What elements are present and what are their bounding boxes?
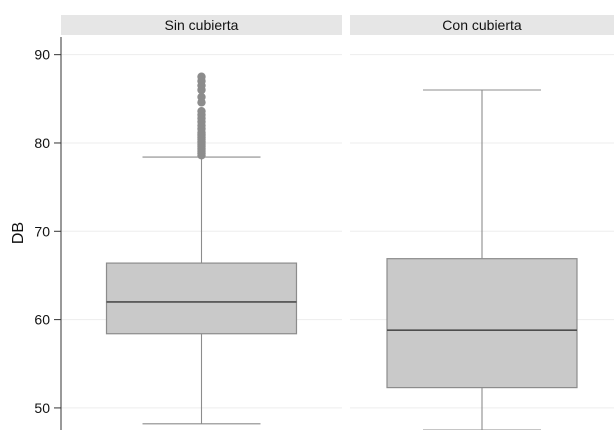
- strip-label-1: Con cubierta: [442, 17, 522, 33]
- strip-bg-1: [350, 15, 614, 35]
- box-0: [105, 262, 298, 335]
- strip-1: Con cubierta: [350, 15, 614, 35]
- outlier-0-19: [197, 106, 206, 116]
- y-tick-label-2: 70: [34, 223, 50, 239]
- panel-1: [386, 89, 578, 430]
- y-axis-title: DB: [10, 222, 27, 244]
- axis-layer: 50 60 70 80 90: [34, 37, 62, 430]
- outlier-0-21: [197, 92, 206, 102]
- strip-label-0: Sin cubierta: [165, 17, 239, 33]
- y-tick-label-1: 60: [34, 312, 50, 328]
- y-tick-label-4: 90: [34, 47, 50, 63]
- panels-layer: [105, 72, 578, 430]
- y-tick-label-0: 50: [34, 400, 50, 416]
- panel-0: [105, 72, 298, 425]
- strips-layer: Sin cubierta Con cubierta: [61, 15, 614, 35]
- strip-bg-0: [61, 15, 342, 35]
- box-1: [386, 258, 578, 389]
- y-tick-label-3: 80: [34, 135, 50, 151]
- outlier-0-25: [197, 72, 206, 81]
- strip-0: Sin cubierta: [61, 15, 342, 35]
